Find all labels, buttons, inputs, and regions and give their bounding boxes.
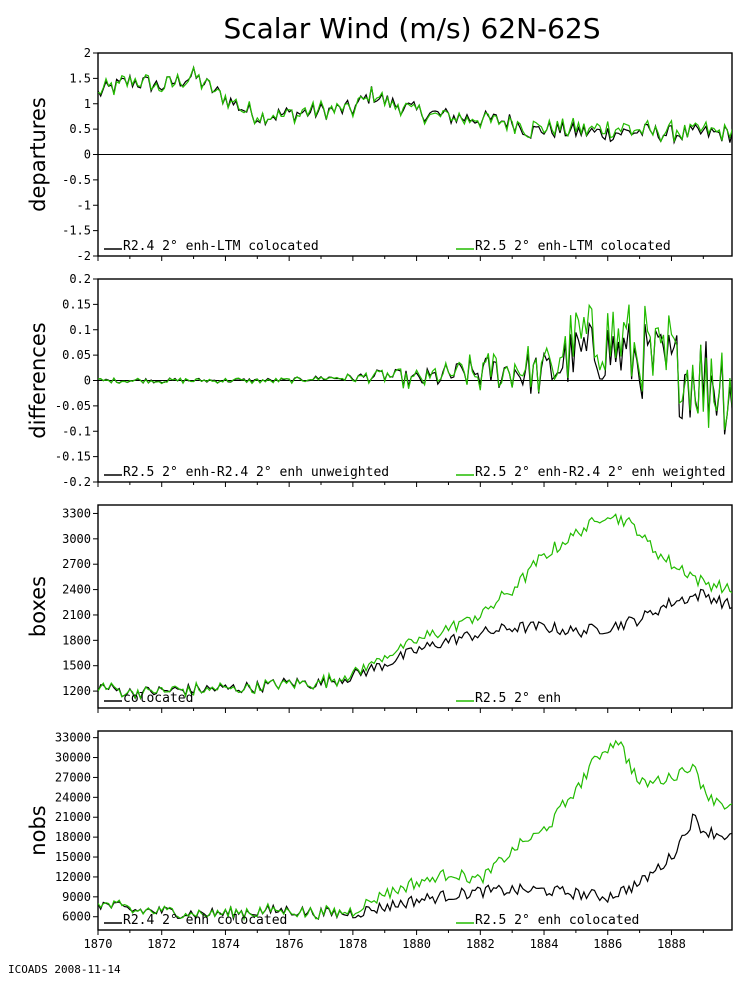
series-line-b xyxy=(98,65,732,143)
panel-departures: -2 -1.5 -1 -0.5 0 0.5 1 1.5 2 departures R2.4 2° e… xyxy=(26,46,733,263)
y-tick-label: 2400 xyxy=(62,583,91,597)
x-tick-label: 1882 xyxy=(466,937,495,951)
y-tick-label: 15000 xyxy=(55,850,91,864)
series-line-a xyxy=(98,588,732,700)
y-tick-label: 2 xyxy=(84,46,91,60)
legend-label: R2.4 2° enh-LTM colocated xyxy=(123,239,319,254)
y-tick-label: 0 xyxy=(84,148,91,162)
legend-label: R2.4 2° enh colocated xyxy=(123,913,287,928)
y-tick-label: 27000 xyxy=(55,770,91,784)
y-axis-label: differences xyxy=(26,322,50,438)
x-tick-label: 1874 xyxy=(211,937,240,951)
panels: -2 -1.5 -1 -0.5 0 0.5 1 1.5 2 departures R2.4 2° e… xyxy=(26,46,733,951)
series-line-a xyxy=(98,65,732,145)
series-line-b xyxy=(98,739,732,922)
series-line-a xyxy=(98,813,732,922)
y-tick-label: 0.5 xyxy=(69,122,91,136)
legend-label: R2.5 2° enh colocated xyxy=(475,913,639,928)
legend-label: R2.5 2° enh xyxy=(475,691,561,706)
y-tick-label: -0.05 xyxy=(55,399,91,413)
y-tick-label: 1800 xyxy=(62,633,91,647)
y-tick-label: -0.1 xyxy=(62,424,91,438)
y-tick-label: 24000 xyxy=(55,790,91,804)
legend-label: colocated xyxy=(123,691,193,706)
y-tick-label: 21000 xyxy=(55,810,91,824)
y-tick-label: 2700 xyxy=(62,557,91,571)
x-tick-label: 1884 xyxy=(530,937,559,951)
y-tick-label: -0.15 xyxy=(55,450,91,464)
x-tick-label: 1872 xyxy=(147,937,176,951)
y-axis-label: boxes xyxy=(26,576,50,637)
y-tick-label: 12000 xyxy=(55,870,91,884)
chart-title: Scalar Wind (m/s) 62N-62S xyxy=(223,12,600,45)
footer-note: ICOADS 2008-11-14 xyxy=(8,963,121,976)
y-tick-label: 1500 xyxy=(62,659,91,673)
y-tick-label: 30000 xyxy=(55,751,91,765)
y-tick-label: 0 xyxy=(84,374,91,388)
plot-frame xyxy=(97,730,733,931)
x-tick-label: 1880 xyxy=(402,937,431,951)
y-tick-label: -0.5 xyxy=(62,173,91,187)
y-tick-label: 1200 xyxy=(62,684,91,698)
y-tick-label: 9000 xyxy=(62,890,91,904)
y-tick-label: 0.05 xyxy=(62,348,91,362)
x-tick-label: 1870 xyxy=(84,937,113,951)
y-axis-label: departures xyxy=(26,97,50,212)
plot-frame xyxy=(97,504,733,709)
y-axis-label: nobs xyxy=(26,805,50,855)
x-tick-label: 1886 xyxy=(593,937,622,951)
y-tick-label: 18000 xyxy=(55,830,91,844)
legend-label: R2.5 2° enh-LTM colocated xyxy=(475,239,671,254)
y-tick-label: -1.5 xyxy=(62,224,91,238)
panel-differences: -0.2 -0.15 -0.1 -0.05 0 0.05 0.1 0.15 0.2 differe… xyxy=(26,272,733,489)
y-tick-label: 1.5 xyxy=(69,71,91,85)
legend-label: R2.5 2° enh-R2.4 2° enh weighted xyxy=(475,465,725,480)
y-tick-label: -1 xyxy=(77,198,91,212)
y-tick-label: 3000 xyxy=(62,532,91,546)
series-line-b xyxy=(98,513,732,700)
series-line-b xyxy=(98,303,732,430)
panel-boxes: 1200 1500 1800 2100 2400 2700 3000 3300 boxes col… xyxy=(26,504,733,713)
y-tick-label: 33000 xyxy=(55,731,91,745)
x-tick-label: 1876 xyxy=(275,937,304,951)
x-tick-label: 1878 xyxy=(338,937,367,951)
panel-nobs: 6000 9000 12000 15000 18000 21000 24000 27000 30… xyxy=(26,730,733,951)
legend-label: R2.5 2° enh-R2.4 2° enh unweighted xyxy=(123,465,389,480)
y-tick-label: 6000 xyxy=(62,910,91,924)
series-line-a xyxy=(98,321,732,435)
y-tick-label: 0.15 xyxy=(62,297,91,311)
y-tick-label: 0.2 xyxy=(69,272,91,286)
y-tick-label: 1 xyxy=(84,97,91,111)
y-tick-label: 0.1 xyxy=(69,323,91,337)
x-tick-label: 1888 xyxy=(657,937,686,951)
y-tick-label: 3300 xyxy=(62,506,91,520)
y-tick-label: -2 xyxy=(77,249,91,263)
y-tick-label: 2100 xyxy=(62,608,91,622)
y-tick-label: -0.2 xyxy=(62,475,91,489)
